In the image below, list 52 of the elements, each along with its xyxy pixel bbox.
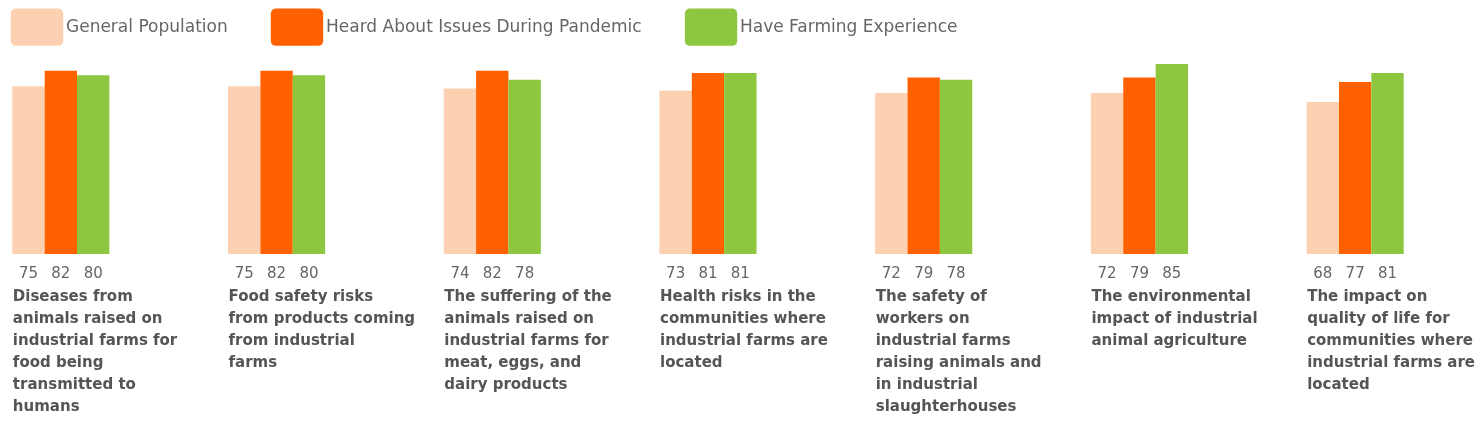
bar	[1306, 102, 1339, 254]
bar	[1338, 81, 1372, 254]
data-label: 74	[450, 264, 470, 282]
bar	[476, 70, 509, 254]
legend-label: Have Farming Experience	[740, 16, 958, 37]
data-label: 72	[881, 264, 901, 282]
data-label: 82	[482, 264, 502, 282]
bar	[659, 90, 692, 254]
data-label: 80	[83, 264, 103, 282]
x-tick-label: Health risks in the communities where industrial farms are located	[660, 286, 828, 371]
data-label: 85	[1162, 264, 1182, 282]
bar	[939, 79, 973, 254]
bar	[724, 72, 757, 254]
bar	[292, 75, 326, 254]
x-tick-label: The suffering of the animals raised on industrial farms for meat, eggs, and dairy products	[444, 286, 612, 393]
data-label: 77	[1345, 264, 1365, 282]
legend-label: Heard About Issues During Pandemic	[326, 16, 642, 37]
bar	[1155, 64, 1188, 254]
bar	[508, 79, 541, 254]
data-label: 81	[730, 264, 750, 282]
data-label: 78	[946, 264, 966, 282]
data-label: 80	[299, 264, 319, 282]
data-label: 81	[1377, 264, 1398, 282]
data-label: 82	[267, 264, 287, 282]
x-tick-label: Food safety risks from products coming from industrial farms	[228, 286, 416, 371]
data-label: 79	[1129, 264, 1149, 282]
data-label: 75	[18, 264, 39, 282]
bar	[1123, 77, 1156, 254]
data-label: 82	[51, 264, 71, 282]
bar	[875, 93, 908, 254]
bar	[1090, 93, 1124, 254]
data-label: 75	[234, 264, 254, 282]
legend-label: General Population	[66, 16, 228, 37]
data-label: 79	[914, 264, 934, 282]
data-label: 68	[1313, 264, 1333, 282]
bar	[443, 88, 477, 254]
bar	[1371, 72, 1404, 254]
x-tick-label: Diseases from animals raised on industrial farms for food being transmitted to humans	[12, 286, 178, 415]
data-label: 81	[698, 264, 718, 282]
x-tick-label: The environmental impact of industrial animal agriculture	[1091, 286, 1258, 349]
data-label: 78	[515, 264, 535, 282]
data-label: 72	[1097, 264, 1117, 282]
bar	[44, 70, 78, 254]
x-tick-label: The impact on quality of life for communities where industrial farms are located	[1307, 286, 1476, 393]
bar	[907, 77, 940, 254]
bar	[77, 75, 110, 254]
bar	[12, 86, 45, 254]
data-label: 73	[666, 264, 686, 282]
x-tick-label: The safety of workers on industrial farms raising animals and in industrial slaughterhouses	[875, 286, 1042, 415]
bar	[260, 70, 293, 254]
bar	[691, 72, 725, 254]
bar	[228, 86, 261, 254]
